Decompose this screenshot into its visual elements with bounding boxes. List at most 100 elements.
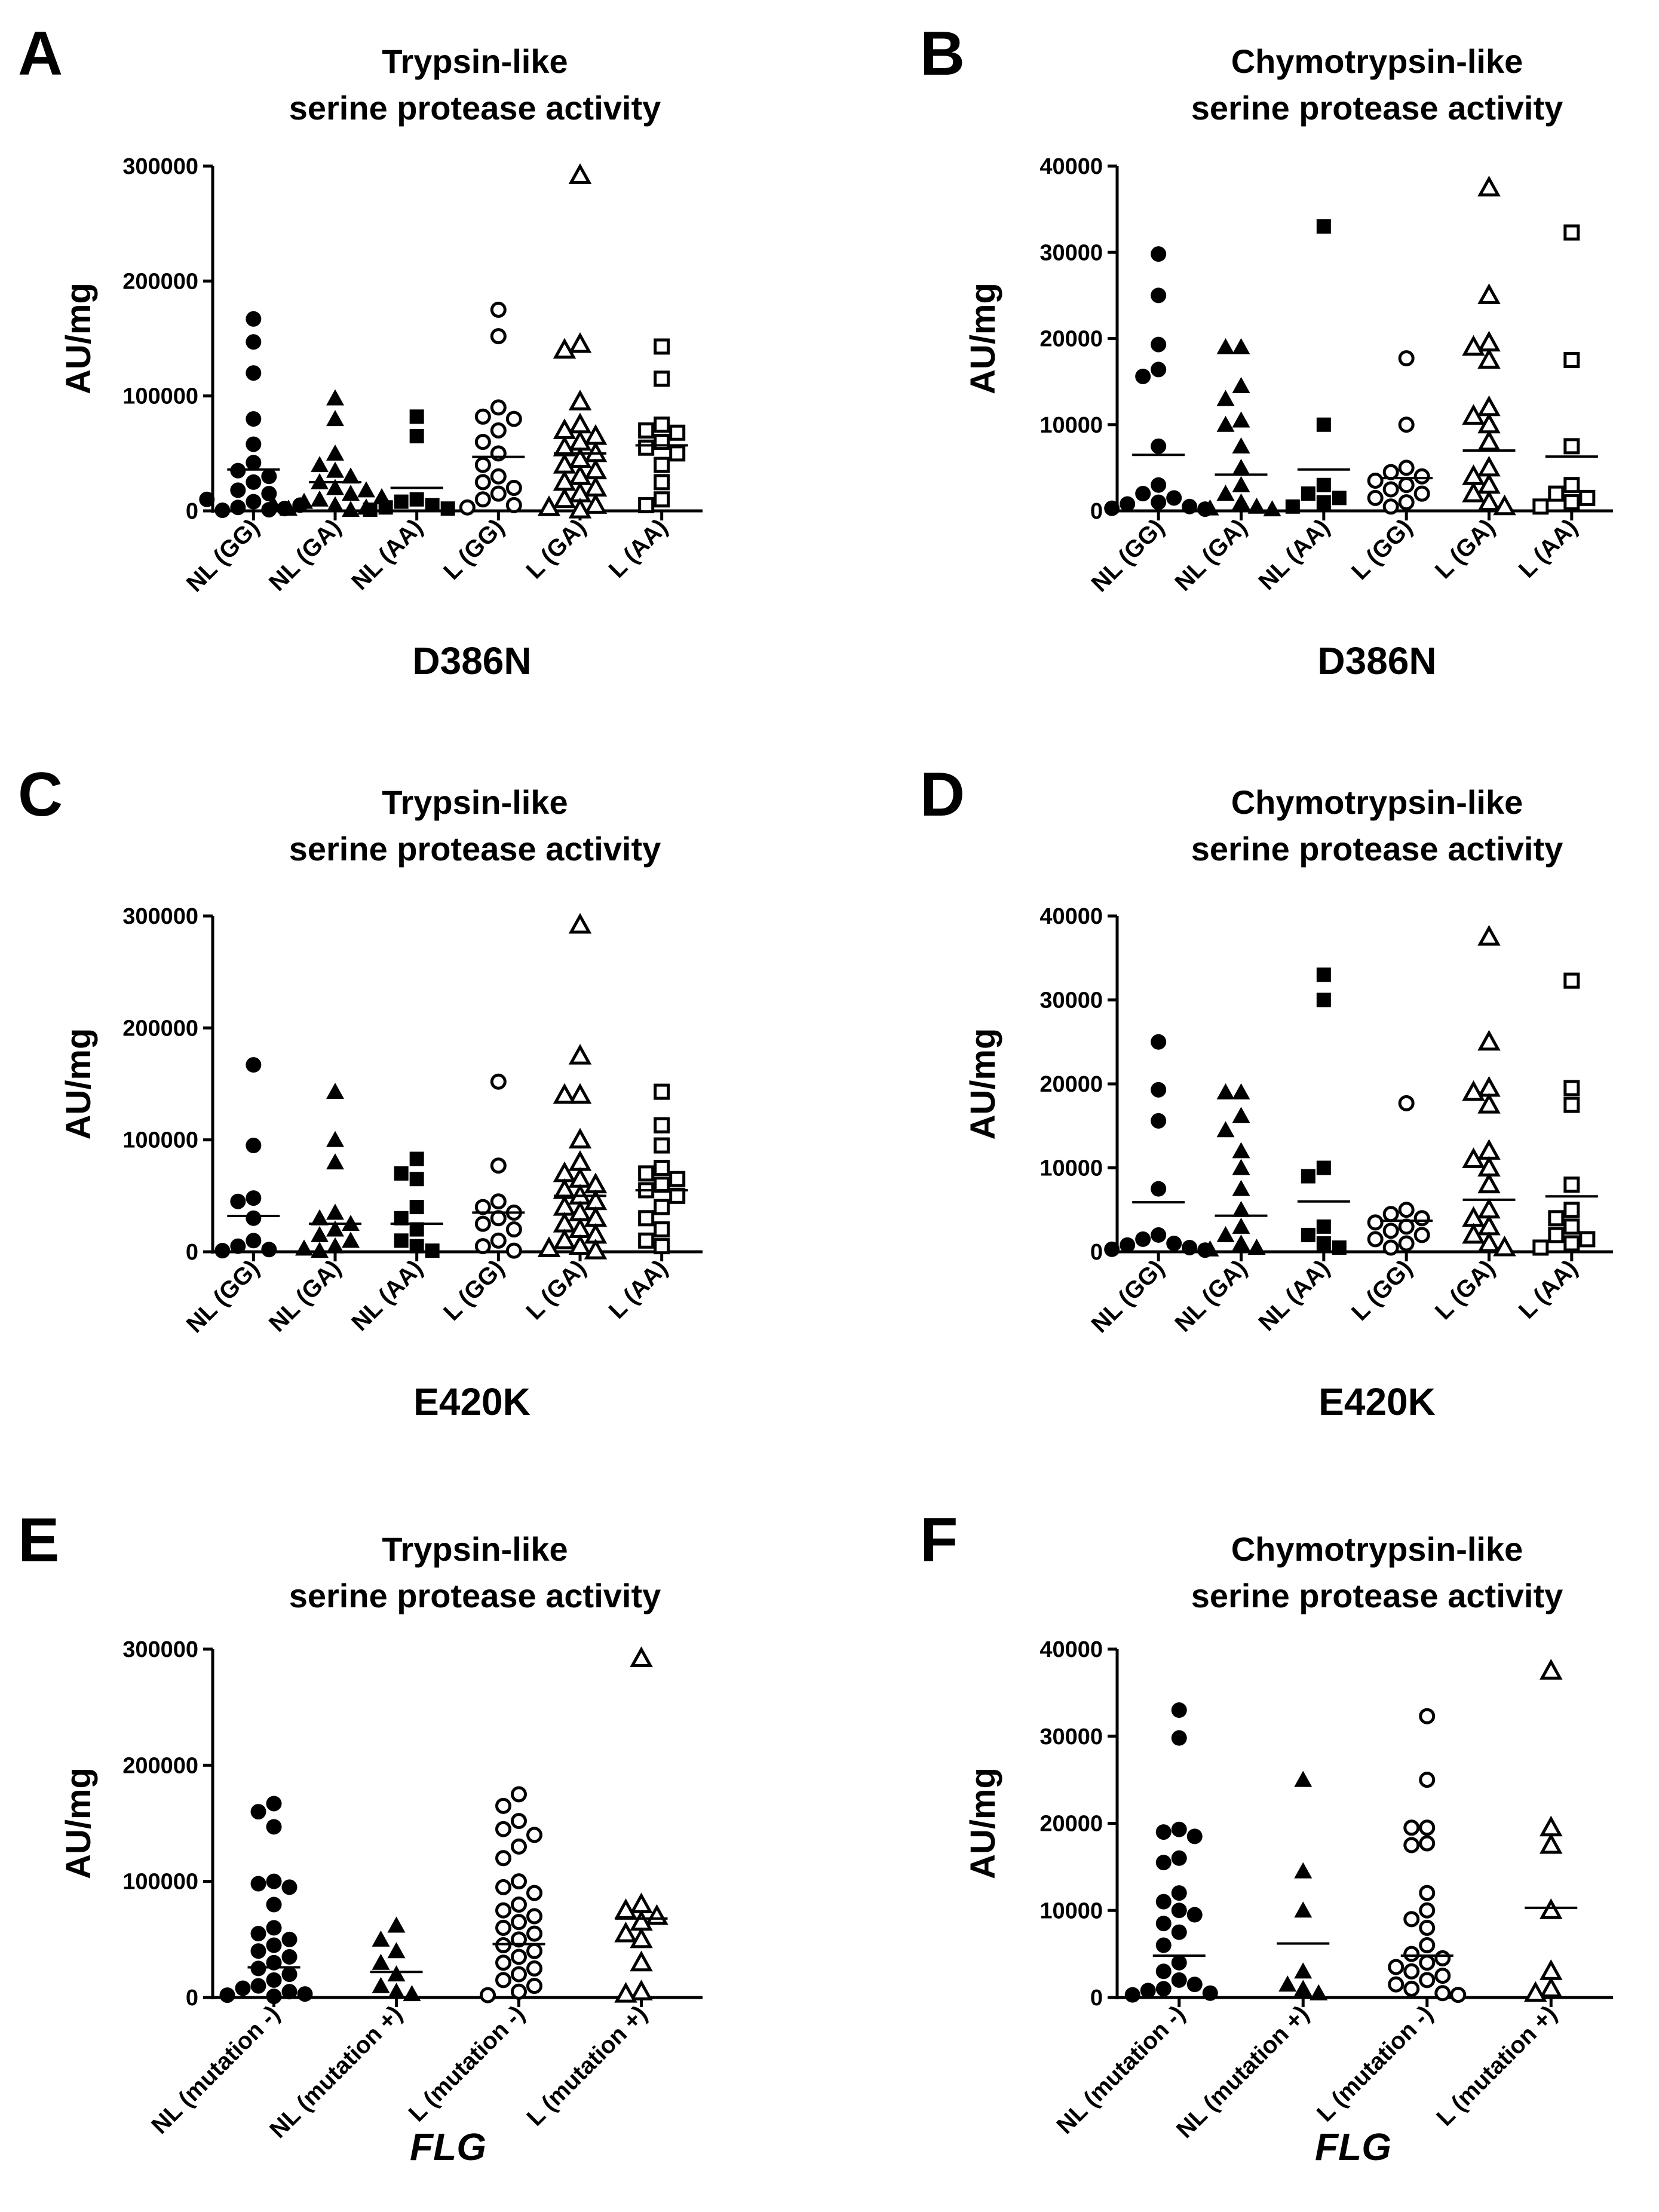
data-point: [1563, 1218, 1580, 1235]
data-point: [511, 1966, 527, 1983]
data-point: [425, 1243, 440, 1258]
data-point: [266, 1920, 282, 1936]
data-point: [537, 495, 561, 516]
data-point: [1398, 416, 1415, 433]
x-axis-label: FLG: [410, 2125, 486, 2168]
data-point: [614, 1921, 637, 1943]
series-group: [1124, 1702, 1218, 2003]
data-point: [1216, 1226, 1235, 1242]
data-point: [1540, 1898, 1563, 1919]
data-point: [1316, 992, 1331, 1007]
data-point: [230, 1238, 246, 1254]
data-point: [1201, 499, 1219, 516]
data-point: [1398, 1095, 1415, 1111]
y-tick-label: 30000: [1039, 988, 1103, 1013]
data-point: [394, 1233, 409, 1248]
data-point: [1548, 1227, 1565, 1243]
category-label: L (AA): [1514, 514, 1583, 583]
series-group: [199, 311, 308, 519]
data-point: [1419, 1919, 1436, 1936]
data-point: [568, 412, 592, 434]
category-label: L (GG): [438, 1255, 510, 1326]
data-point: [1171, 1902, 1187, 1919]
y-tick-label: 20000: [1039, 1812, 1103, 1837]
panel-b: B Chymotrypsin-like serine protease activi…: [920, 19, 1613, 682]
data-point: [1548, 1210, 1565, 1227]
series-group: [1462, 175, 1516, 516]
series-group: [295, 1083, 361, 1258]
y-tick-label: 300000: [122, 1637, 198, 1662]
data-point: [266, 1873, 282, 1889]
chart-title-line2: serine protease activity: [1191, 89, 1563, 127]
x-axis-label: D386N: [412, 639, 531, 682]
data-point: [311, 1226, 329, 1242]
data-point: [1166, 490, 1182, 506]
data-point: [326, 1237, 344, 1254]
data-point: [1166, 1235, 1182, 1251]
chart-title-line2: serine protease activity: [289, 89, 661, 127]
data-point: [342, 485, 360, 501]
data-point: [568, 497, 592, 519]
category-label: L (mutation +): [1431, 2000, 1562, 2131]
data-point: [1104, 500, 1120, 516]
data-point: [1413, 1227, 1430, 1243]
category-label: NL (mutation +): [1172, 2000, 1314, 2143]
data-point: [1151, 1181, 1167, 1197]
data-point: [474, 1238, 491, 1255]
data-point: [1216, 415, 1235, 432]
data-point: [474, 491, 491, 508]
data-point: [630, 1892, 653, 1914]
y-tick-label: 40000: [1039, 154, 1103, 179]
data-point: [654, 1199, 670, 1215]
data-point: [511, 1931, 527, 1948]
data-point: [654, 491, 670, 508]
series-group: [370, 1916, 423, 2002]
data-point: [1247, 1238, 1266, 1255]
series-group: [635, 338, 688, 513]
x-axis-label: E420K: [413, 1380, 530, 1423]
data-point: [1294, 1980, 1313, 1996]
data-point: [1316, 477, 1331, 492]
data-point: [1477, 430, 1501, 451]
data-point: [1563, 1235, 1580, 1252]
data-point: [553, 487, 576, 508]
data-point: [246, 436, 262, 452]
data-point: [1540, 1815, 1563, 1837]
data-point: [638, 497, 655, 513]
data-point: [495, 1954, 511, 1971]
data-point: [1388, 1976, 1405, 1993]
data-point: [654, 416, 670, 433]
data-point: [1563, 1096, 1580, 1113]
series-group: [537, 163, 608, 519]
data-point: [630, 1950, 653, 1972]
series-group: [472, 1073, 525, 1259]
data-point: [1294, 1770, 1313, 1787]
data-point: [1563, 494, 1580, 511]
data-point: [246, 455, 262, 471]
data-point: [342, 501, 360, 517]
data-point: [1182, 1239, 1198, 1255]
data-point: [230, 500, 246, 516]
data-point: [1151, 1113, 1167, 1129]
data-point: [1413, 1210, 1430, 1227]
series-group: [1388, 1708, 1467, 2003]
chart-title-line1: Chymotrypsin-like: [1231, 783, 1523, 821]
x-axis-label: D386N: [1317, 639, 1436, 682]
data-point: [1151, 246, 1167, 262]
data-point: [654, 1221, 670, 1238]
data-point: [250, 1804, 266, 1820]
data-point: [495, 1850, 511, 1867]
data-point: [1477, 1172, 1501, 1194]
data-point: [1151, 438, 1167, 454]
data-point: [630, 1980, 653, 2000]
category-label: NL (GG): [1087, 1255, 1170, 1338]
data-point: [553, 338, 576, 359]
data-point: [1419, 1708, 1436, 1724]
data-point: [505, 1221, 522, 1238]
y-tick-label: 0: [186, 499, 198, 524]
data-point: [490, 468, 507, 485]
data-point: [266, 1897, 282, 1913]
chart-title-line1: Trypsin-like: [382, 1530, 568, 1568]
data-point: [1151, 494, 1167, 510]
data-point: [1540, 1959, 1563, 1980]
